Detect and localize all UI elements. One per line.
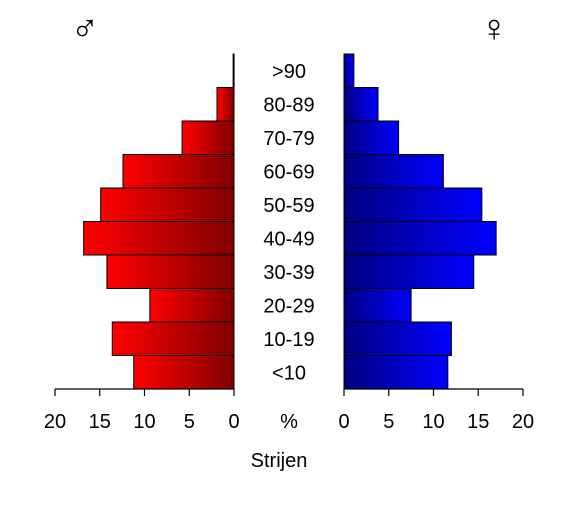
female-x-axis: 0 5 10 15 20 xyxy=(338,388,534,433)
male-axis-tick-label-0: 20 xyxy=(44,411,66,433)
female-axis-tick-label-4: 20 xyxy=(512,411,534,433)
male-axis-tick-label-3: 5 xyxy=(184,411,195,433)
female-bar-6 xyxy=(343,154,444,189)
female-bar-3 xyxy=(343,254,475,289)
female-symbol: ♀ xyxy=(480,8,509,50)
age-group-label-7: 70-79 xyxy=(263,128,314,150)
male-bar-0 xyxy=(133,355,235,390)
male-symbol: ♂ xyxy=(71,8,100,50)
age-group-label-3: 30-39 xyxy=(263,262,314,284)
age-group-label-4: 40-49 xyxy=(263,228,314,250)
age-group-labels: <10 10-19 20-29 30-39 40-49 50-59 60-69 70-79 80… xyxy=(263,61,314,385)
age-group-label-9: >90 xyxy=(272,61,306,83)
male-bar-3 xyxy=(106,254,235,289)
male-bar-4 xyxy=(83,221,235,256)
female-bar-8 xyxy=(343,87,379,122)
x-axis-title: Strijen xyxy=(251,450,308,472)
age-group-label-5: 50-59 xyxy=(263,195,314,217)
age-group-label-0: <10 xyxy=(272,362,306,384)
age-group-label-8: 80-89 xyxy=(263,94,314,116)
male-axis-tick-label-2: 10 xyxy=(133,411,155,433)
male-bar-8 xyxy=(216,87,235,122)
age-group-label-1: 10-19 xyxy=(263,329,314,351)
female-bar-7 xyxy=(343,120,400,155)
female-bar-9 xyxy=(343,53,355,88)
female-axis-tick-label-2: 10 xyxy=(422,411,444,433)
age-group-label-6: 60-69 xyxy=(263,161,314,183)
bars-layer xyxy=(83,53,497,390)
male-bar-7 xyxy=(181,120,235,155)
male-bar-5 xyxy=(100,187,235,222)
female-bar-5 xyxy=(343,187,483,222)
female-axis-tick-label-0: 0 xyxy=(338,411,349,433)
male-axis-tick-label-1: 15 xyxy=(89,411,111,433)
age-group-label-2: 20-29 xyxy=(263,295,314,317)
unit-label: % xyxy=(280,411,298,433)
female-axis-tick-label-3: 15 xyxy=(467,411,489,433)
female-axis-tick-label-1: 5 xyxy=(383,411,394,433)
male-bar-1 xyxy=(111,321,235,356)
male-bar-2 xyxy=(149,288,235,323)
male-x-axis: 20 15 10 5 0 xyxy=(44,388,240,433)
female-bar-4 xyxy=(343,221,497,256)
male-axis-tick-label-4: 0 xyxy=(228,411,239,433)
female-bar-0 xyxy=(343,355,449,390)
female-bar-1 xyxy=(343,321,452,356)
female-bar-2 xyxy=(343,288,412,323)
male-bar-6 xyxy=(122,154,235,189)
